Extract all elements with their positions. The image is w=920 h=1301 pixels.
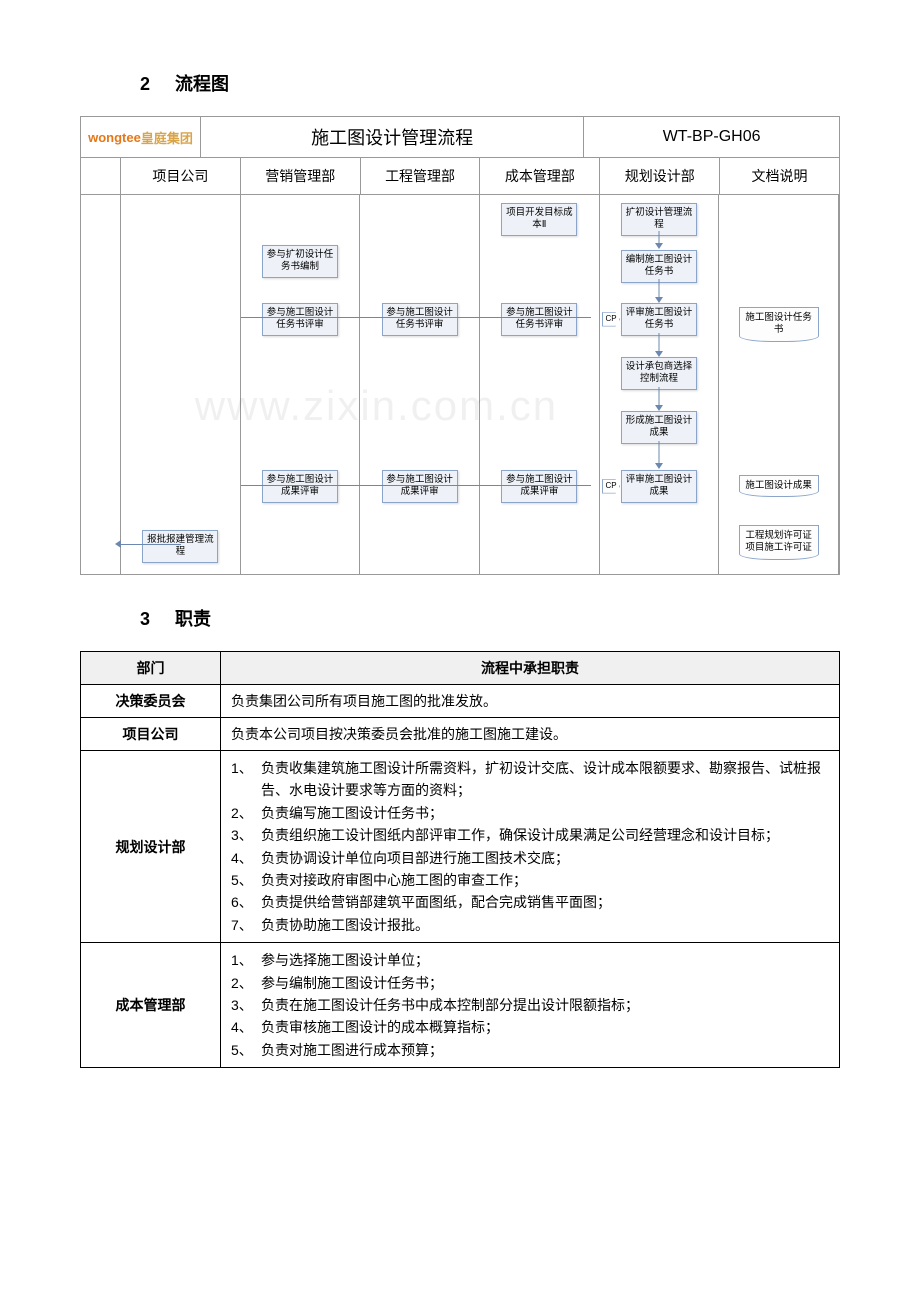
list-item: 6、负责提供给营销部建筑平面图纸，配合完成销售平面图；	[231, 891, 829, 913]
section-2-num: 2	[140, 74, 150, 94]
doc-results: 施工图设计成果	[739, 475, 819, 497]
cp-tag-2: CP	[602, 479, 620, 493]
list-item: 2、负责编写施工图设计任务书；	[231, 802, 829, 824]
section-3-num: 3	[140, 609, 150, 629]
section-2-title: 流程图	[175, 74, 229, 94]
list-item: 4、负责审核施工图设计的成本概算指标；	[231, 1016, 829, 1038]
list-item: 3、负责组织施工设计图纸内部评审工作，确保设计成果满足公司经营理念和设计目标；	[231, 824, 829, 846]
connector-h2	[241, 485, 591, 486]
box-approval-flow: 报批报建管理流程	[142, 530, 218, 563]
doc-task-book: 施工图设计任务书	[739, 307, 819, 342]
box-contractor-select: 设计承包商选择控制流程	[621, 357, 697, 390]
chart-code: WT-BP-GH06	[584, 117, 839, 157]
cell-dept: 规划设计部	[81, 751, 221, 943]
th-resp: 流程中承担职责	[221, 652, 840, 685]
list-item: 1、负责收集建筑施工图设计所需资料，扩初设计交底、设计成本限额要求、勘察报告、试…	[231, 757, 829, 802]
cell-dept: 成本管理部	[81, 943, 221, 1068]
lane-engineering: 参与施工图设计任务书评审 参与施工图设计成果评审	[360, 195, 480, 574]
cp-tag-1: CP	[602, 312, 620, 326]
logo-text: wongtee	[88, 130, 141, 145]
cell-resp: 1、负责收集建筑施工图设计所需资料，扩初设计交底、设计成本限额要求、勘察报告、试…	[221, 751, 840, 943]
section-3-title: 职责	[175, 609, 211, 629]
table-row: 项目公司负责本公司项目按决策委员会批准的施工图施工建设。	[81, 718, 840, 751]
cell-resp: 负责本公司项目按决策委员会批准的施工图施工建设。	[221, 718, 840, 751]
logo-cell: wongtee 皇庭集团	[81, 117, 201, 157]
section-2-heading: 2 流程图	[140, 70, 860, 96]
box-join-review1-eng: 参与施工图设计任务书评审	[382, 303, 458, 336]
col-head-5: 文档说明	[720, 158, 839, 194]
list-item: 4、负责协调设计单位向项目部进行施工图技术交底；	[231, 847, 829, 869]
box-cost-target: 项目开发目标成本Ⅱ	[501, 203, 577, 236]
cell-dept: 项目公司	[81, 718, 221, 751]
col-head-4: 规划设计部	[600, 158, 720, 194]
box-join-expand: 参与扩初设计任务书编制	[262, 245, 338, 278]
box-join-review2-cost: 参与施工图设计成果评审	[501, 470, 577, 503]
list-item: 1、参与选择施工图设计单位；	[231, 949, 829, 971]
section-3-heading: 3 职责	[140, 605, 860, 631]
col-head-0: 项目公司	[121, 158, 241, 194]
column-headers: 项目公司 营销管理部 工程管理部 成本管理部 规划设计部 文档说明	[81, 157, 839, 194]
lane-docs: 施工图设计任务书 施工图设计成果 工程规划许可证 项目施工许可证	[719, 195, 839, 574]
responsibilities-table: 部门 流程中承担职责 决策委员会负责集团公司所有项目施工图的批准发放。项目公司负…	[80, 651, 840, 1068]
chart-header: wongtee 皇庭集团 施工图设计管理流程 WT-BP-GH06	[81, 117, 839, 157]
col-head-2: 工程管理部	[361, 158, 481, 194]
doc-permits: 工程规划许可证 项目施工许可证	[739, 525, 819, 560]
cell-resp: 负责集团公司所有项目施工图的批准发放。	[221, 685, 840, 718]
box-compile-task: 编制施工图设计任务书	[621, 250, 697, 283]
list-item: 5、负责对施工图进行成本预算；	[231, 1039, 829, 1061]
box-review-results: CP 评审施工图设计成果	[621, 470, 697, 503]
table-row: 规划设计部1、负责收集建筑施工图设计所需资料，扩初设计交底、设计成本限额要求、勘…	[81, 751, 840, 943]
table-row: 成本管理部1、参与选择施工图设计单位；2、参与编制施工图设计任务书；3、负责在施…	[81, 943, 840, 1068]
list-item: 7、负责协助施工图设计报批。	[231, 914, 829, 936]
lane-sales: 参与扩初设计任务书编制 参与施工图设计任务书评审 参与施工图设计成果评审	[241, 195, 361, 574]
box-join-review1-sale: 参与施工图设计任务书评审	[262, 303, 338, 336]
table-header-row: 部门 流程中承担职责	[81, 652, 840, 685]
list-item: 5、负责对接政府审图中心施工图的审查工作；	[231, 869, 829, 891]
cell-dept: 决策委员会	[81, 685, 221, 718]
chart-title: 施工图设计管理流程	[201, 117, 584, 157]
box-join-review1-cost: 参与施工图设计任务书评审	[501, 303, 577, 336]
flowchart: www.zixin.com.cn wongtee 皇庭集团 施工图设计管理流程 …	[80, 116, 840, 575]
lane-blank	[81, 195, 121, 574]
lane-project: 报批报建管理流程	[121, 195, 241, 574]
box-review-task: CP 评审施工图设计任务书	[621, 303, 697, 336]
chart-body: 报批报建管理流程 参与扩初设计任务书编制 参与施工图设计任务书评审 参与施工图设…	[81, 194, 839, 574]
table-row: 决策委员会负责集团公司所有项目施工图的批准发放。	[81, 685, 840, 718]
box-join-review2-eng: 参与施工图设计成果评审	[382, 470, 458, 503]
col-head-3: 成本管理部	[480, 158, 600, 194]
col-head-1: 营销管理部	[241, 158, 361, 194]
cell-resp: 1、参与选择施工图设计单位；2、参与编制施工图设计任务书；3、负责在施工图设计任…	[221, 943, 840, 1068]
box-join-review2-sale: 参与施工图设计成果评审	[262, 470, 338, 503]
connector-h3	[121, 544, 181, 545]
list-item: 3、负责在施工图设计任务书中成本控制部分提出设计限额指标；	[231, 994, 829, 1016]
box-form-results: 形成施工图设计成果	[621, 411, 697, 444]
lane-planning: 扩初设计管理流程 编制施工图设计任务书 CP 评审施工图设计任务书 设计承包商选…	[600, 195, 720, 574]
logo-suffix: 皇庭集团	[141, 128, 193, 147]
lane-cost: 项目开发目标成本Ⅱ 参与施工图设计任务书评审 参与施工图设计成果评审	[480, 195, 600, 574]
th-dept: 部门	[81, 652, 221, 685]
list-item: 2、参与编制施工图设计任务书；	[231, 972, 829, 994]
connector-h1	[241, 317, 591, 318]
